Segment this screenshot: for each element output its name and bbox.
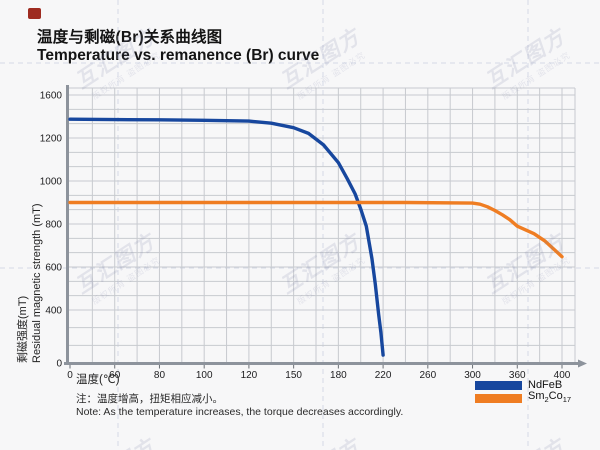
footnote-en: Note: As the temperature increases, the … — [76, 406, 404, 418]
x-tick-label: 400 — [554, 370, 571, 381]
brand-red-square-icon — [28, 8, 41, 19]
legend: NdFeB Sm2Co17 — [475, 379, 572, 407]
footnote: 注：温度增高，扭矩相应减小。 Note: As the temperature … — [76, 393, 403, 419]
sm2co17-curve — [68, 200, 564, 259]
sm2co17-swatch — [475, 394, 522, 403]
axes — [64, 85, 587, 369]
sm2co17-label: Sm2Co17 — [528, 390, 572, 405]
x-tick-label: 360 — [509, 370, 526, 381]
x-tick-label: 100 — [196, 370, 213, 381]
y-tick-label: 800 — [45, 220, 62, 231]
legend-item-ndfeb: NdFeB — [475, 379, 571, 391]
x-tick-label: 220 — [375, 370, 392, 381]
y-tick-label: 1600 — [40, 91, 63, 102]
y-axis-title-en: Residual magnetic strength (mT) — [31, 203, 43, 363]
chart-title-zh: 温度与剩磁(Br)关系曲线图 — [37, 29, 223, 46]
y-axis-title-zh: 剩磁强度(mT) — [17, 295, 29, 363]
x-tick-label: 150 — [285, 370, 302, 381]
tick-labels: 0 60 80 100 120 150 180 220 260 300 360 400 1600 1200… — [40, 91, 571, 382]
x-axis-arrow-icon — [578, 359, 587, 368]
ndfeb-swatch — [475, 381, 522, 390]
y-tick-label: 400 — [45, 306, 62, 317]
x-tick-label: 60 — [109, 370, 121, 381]
x-tick-label: 120 — [241, 370, 258, 381]
curves — [68, 117, 564, 357]
y-tick-label: 600 — [45, 263, 62, 274]
legend-item-sm2co17: Sm2Co17 — [475, 390, 572, 405]
grid — [68, 87, 576, 364]
ndfeb-curve — [68, 117, 385, 357]
y-tick-label: 0 — [56, 359, 62, 370]
x-tick-label: 0 — [67, 370, 73, 381]
ndfeb-label: NdFeB — [528, 379, 563, 391]
footnote-zh: 注：温度增高，扭矩相应减小。 — [76, 393, 223, 405]
y-tick-label: 1200 — [40, 134, 63, 145]
x-tick-label: 180 — [330, 370, 347, 381]
x-tick-label: 80 — [154, 370, 166, 381]
y-tick-label: 1000 — [40, 177, 63, 188]
x-axis-title: 温度(℃) — [76, 374, 120, 386]
y-axis-title: 剩磁强度(mT) Residual magnetic strength (mT) — [16, 71, 44, 363]
chart-title-en: Temperature vs. remanence (Br) curve — [37, 47, 320, 64]
x-tick-label: 260 — [419, 370, 436, 381]
x-tick-label: 300 — [464, 370, 481, 381]
